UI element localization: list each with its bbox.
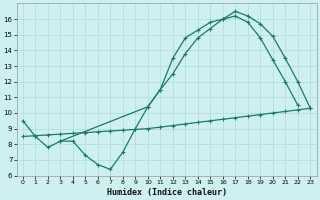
X-axis label: Humidex (Indice chaleur): Humidex (Indice chaleur) <box>107 188 227 197</box>
